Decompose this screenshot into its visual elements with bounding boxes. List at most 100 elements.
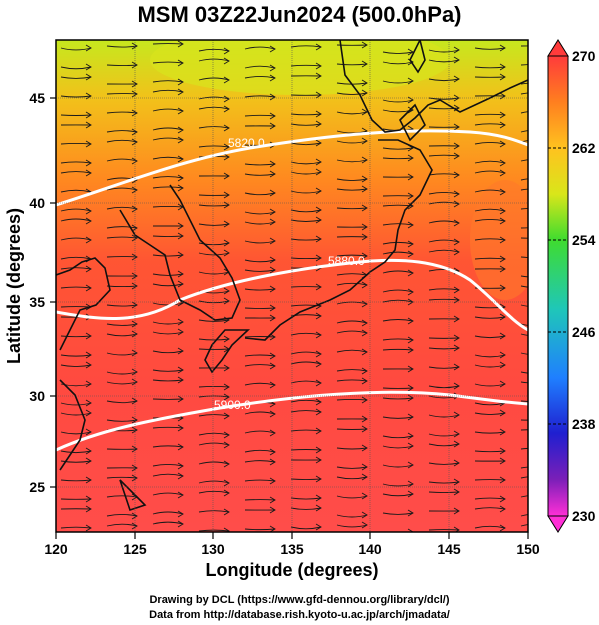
streamline: [336, 282, 368, 286]
streamline: [152, 283, 184, 287]
streamline: [106, 476, 138, 479]
streamline: [520, 82, 528, 85]
streamline-arrow-icon: [269, 429, 276, 437]
streamline: [474, 113, 506, 116]
streamline-arrow-icon: [315, 168, 322, 176]
streamline-arrow-icon: [223, 57, 230, 65]
streamline: [198, 106, 230, 110]
streamline-arrow-icon: [499, 73, 506, 81]
streamline-arrow-icon: [177, 424, 184, 432]
streamline-arrow-icon: [315, 43, 322, 51]
streamline-arrow-icon: [361, 233, 368, 241]
streamline-arrow-icon: [453, 507, 460, 515]
streamline: [198, 414, 230, 417]
streamline-arrow-icon: [315, 379, 322, 387]
streamline: [152, 426, 184, 429]
streamline-arrow-icon: [499, 236, 506, 244]
streamline: [290, 171, 322, 175]
streamline-arrow-icon: [269, 352, 276, 360]
colorbar-body: [547, 55, 569, 517]
streamline: [60, 208, 92, 212]
streamline: [60, 143, 92, 145]
streamline-arrow-icon: [131, 128, 138, 136]
streamline: [428, 462, 460, 465]
streamline-arrow-icon: [131, 90, 138, 98]
streamline-arrow-icon: [499, 207, 506, 215]
streamline-arrow-icon: [223, 191, 230, 199]
streamline: [290, 113, 322, 116]
streamline-arrow-icon: [407, 77, 414, 85]
streamline-arrow-icon: [315, 283, 322, 291]
streamline-arrow-icon: [269, 477, 276, 485]
colorbar-label: 230: [572, 508, 596, 524]
streamline-arrow-icon: [315, 446, 322, 454]
streamline-arrow-icon: [223, 124, 230, 132]
streamline-arrow-icon: [361, 300, 368, 308]
streamline-arrow-icon: [453, 238, 460, 246]
streamline-arrow-icon: [407, 173, 414, 181]
streamline: [244, 382, 276, 386]
streamline: [106, 513, 138, 517]
streamline: [152, 321, 184, 325]
streamline-arrow-icon: [223, 172, 230, 180]
streamline-arrow-icon: [131, 282, 138, 290]
contour-line-5820: [56, 129, 528, 207]
streamline-arrow-icon: [407, 154, 414, 162]
streamline-arrow-icon: [85, 457, 92, 465]
streamline: [152, 254, 184, 257]
streamline: [428, 59, 460, 63]
streamline: [428, 433, 460, 437]
streamline-arrow-icon: [85, 207, 92, 215]
streamline: [198, 271, 230, 275]
streamline-arrow-icon: [315, 72, 322, 80]
streamline: [60, 171, 92, 174]
streamline-arrow-icon: [131, 186, 138, 194]
streamline-arrow-icon: [269, 458, 276, 466]
streamline: [382, 338, 414, 341]
streamline-arrow-icon: [177, 232, 184, 240]
credits-line-1: Drawing by DCL (https://www.gfd-dennou.o…: [149, 594, 450, 606]
streamline: [290, 304, 322, 307]
streamline: [106, 187, 138, 191]
grid-lines: [56, 40, 528, 532]
streamline-arrow-icon: [407, 394, 414, 402]
streamline-arrow-icon: [315, 312, 322, 320]
streamline-arrow-icon: [407, 288, 414, 296]
x-tick-label: 140: [358, 541, 382, 557]
streamline-arrow-icon: [223, 76, 230, 84]
streamline: [336, 514, 368, 518]
streamline-arrow-icon: [407, 442, 414, 450]
streamline-arrow-icon: [407, 384, 414, 392]
streamline: [244, 354, 276, 357]
streamline: [520, 447, 528, 450]
streamline-arrow-icon: [361, 319, 368, 327]
streamline: [382, 51, 414, 55]
streamline: [106, 523, 138, 527]
streamline: [474, 525, 506, 529]
streamline: [244, 114, 276, 117]
streamline-arrow-icon: [223, 249, 230, 257]
streamline-arrow-icon: [85, 428, 92, 436]
streamline-arrow-icon: [499, 159, 506, 167]
streamline: [428, 107, 460, 110]
streamline: [382, 157, 414, 160]
streamline-arrow-icon: [177, 126, 184, 134]
streamline: [474, 402, 506, 406]
streamline-arrow-icon: [85, 332, 92, 340]
streamline: [60, 412, 92, 416]
streamline-arrow-icon: [223, 479, 230, 487]
streamline-arrow-icon: [131, 157, 138, 165]
streamline: [152, 331, 184, 335]
streamline: [198, 338, 230, 341]
streamline: [428, 491, 460, 494]
streamline-arrow-icon: [223, 105, 230, 113]
streamline: [198, 432, 230, 436]
streamline-arrow-icon: [315, 408, 322, 416]
streamline: [198, 385, 230, 388]
streamline: [290, 507, 322, 510]
streamline-arrow-icon: [499, 255, 506, 263]
streamline: [244, 221, 276, 225]
streamline-arrow-icon: [361, 281, 368, 289]
streamline-arrow-icon: [269, 160, 276, 168]
streamline-arrow-icon: [177, 40, 184, 48]
